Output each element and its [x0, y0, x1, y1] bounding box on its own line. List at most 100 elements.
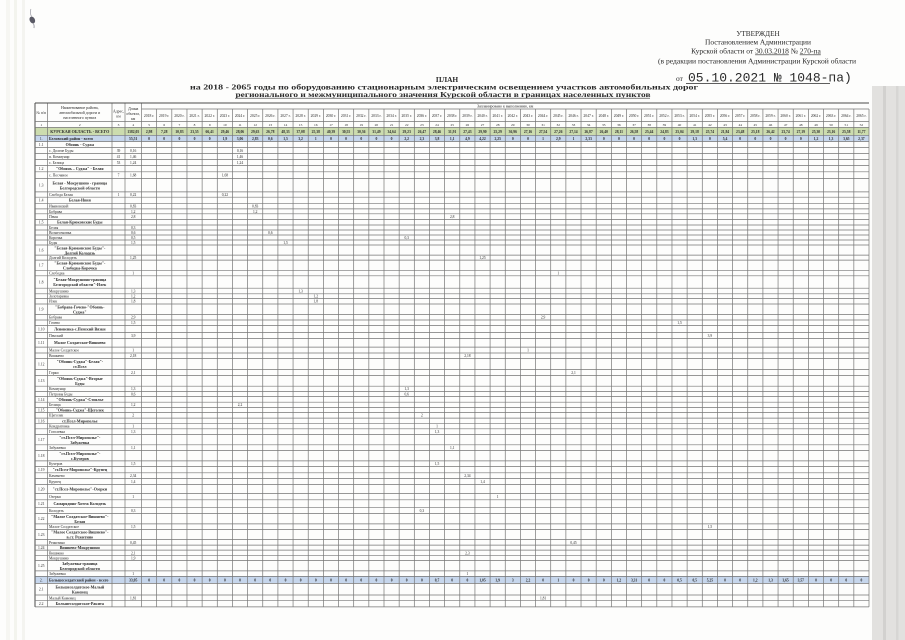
svg-text:2065 г.: 2065 г.	[856, 114, 866, 118]
svg-text:0: 0	[648, 578, 650, 582]
svg-text:40: 40	[678, 123, 682, 127]
svg-text:2,1: 2,1	[131, 551, 136, 556]
svg-text:13: 13	[269, 123, 273, 127]
svg-text:Вишнево: Вишнево	[49, 354, 64, 358]
svg-text:29,23: 29,23	[403, 130, 411, 134]
svg-text:2063 г.: 2063 г.	[826, 114, 836, 118]
svg-text:1.21: 1.21	[38, 502, 45, 506]
svg-text:"ст.Псел-Мирополье"-Озерки: "ст.Псел-Мирополье"-Озерки	[53, 486, 108, 491]
svg-text:2,2: 2,2	[404, 137, 409, 141]
svg-text:1,2: 1,2	[617, 578, 622, 582]
svg-text:2059 г.: 2059 г.	[765, 114, 775, 118]
svg-text:1.13: 1.13	[38, 379, 45, 383]
svg-text:2,1: 2,1	[571, 371, 576, 376]
svg-text:0: 0	[194, 137, 196, 141]
svg-text:Вишнево-Мокрушино: Вишнево-Мокрушино	[60, 545, 100, 550]
svg-text:0: 0	[739, 578, 741, 582]
svg-text:0: 0	[209, 137, 211, 141]
svg-text:1,1: 1,1	[450, 446, 455, 451]
svg-text:0,83: 0,83	[130, 205, 136, 210]
svg-text:2038 г.: 2038 г.	[447, 114, 457, 118]
svg-text:2,25: 2,25	[494, 137, 501, 141]
svg-text:1.7: 1.7	[39, 264, 44, 268]
svg-text:1,2: 1,2	[131, 403, 136, 408]
svg-text:1,05: 1,05	[479, 578, 485, 582]
svg-text:2054 г.: 2054 г.	[690, 114, 700, 118]
svg-text:27: 27	[481, 123, 485, 127]
svg-text:1,5: 1,5	[131, 525, 136, 530]
svg-text:0,3: 0,3	[420, 509, 425, 514]
svg-text:5,25: 5,25	[707, 578, 713, 582]
svg-text:10,83: 10,83	[175, 130, 183, 134]
svg-text:1,4: 1,4	[480, 480, 485, 485]
svg-text:1,2: 1,2	[131, 295, 136, 300]
svg-text:0,6: 0,6	[131, 392, 136, 397]
svg-text:48: 48	[799, 123, 803, 127]
svg-text:ст.Псел: ст.Псел	[73, 364, 87, 369]
svg-text:0: 0	[845, 578, 847, 582]
svg-text:0: 0	[618, 137, 620, 141]
svg-text:0,5: 0,5	[677, 578, 682, 582]
svg-text:1.14: 1.14	[38, 398, 45, 402]
svg-text:2018 г.: 2018 г.	[144, 114, 154, 118]
svg-text:1: 1	[573, 137, 575, 141]
svg-text:35: 35	[602, 123, 606, 127]
svg-text:1,5: 1,5	[283, 137, 288, 141]
svg-text:33,05: 33,05	[129, 578, 137, 582]
svg-text:2,9: 2,9	[541, 316, 546, 321]
svg-text:1,24: 1,24	[130, 161, 136, 166]
svg-text:0: 0	[603, 578, 605, 582]
svg-text:"Малое Солдатское-Вишнево"-: "Малое Солдатское-Вишнево"-	[51, 514, 109, 519]
svg-text:0: 0	[648, 137, 650, 141]
svg-text:2042 г.: 2042 г.	[508, 114, 518, 118]
svg-text:33: 33	[572, 123, 576, 127]
svg-text:1,5: 1,5	[435, 462, 440, 467]
svg-text:2.2: 2.2	[39, 602, 44, 606]
svg-text:0: 0	[527, 137, 529, 141]
svg-text:1,81: 1,81	[540, 596, 546, 601]
svg-text:2058 г.: 2058 г.	[750, 114, 760, 118]
svg-text:0,45: 0,45	[130, 541, 136, 546]
svg-text:2: 2	[421, 414, 423, 418]
svg-text:2025 г.: 2025 г.	[250, 114, 260, 118]
svg-text:Буды: Буды	[49, 241, 58, 245]
svg-text:1.20: 1.20	[38, 487, 45, 491]
svg-text:0,6: 0,6	[131, 231, 136, 236]
svg-text:2036 г.: 2036 г.	[417, 114, 427, 118]
svg-text:Долгий Колодезь: Долгий Колодезь	[49, 256, 77, 260]
svg-text:0: 0	[179, 578, 181, 582]
svg-text:"Обоянь – Суджа" - Белая: "Обоянь – Суджа" - Белая	[56, 166, 104, 171]
svg-text:16: 16	[314, 123, 318, 127]
svg-text:2,34: 2,34	[464, 474, 470, 479]
svg-text:2048 г.: 2048 г.	[599, 114, 609, 118]
svg-text:"ст.Псел-Мирополье"-: "ст.Псел-Мирополье"-	[59, 435, 101, 440]
svg-text:1,2: 1,2	[314, 295, 319, 300]
svg-text:0,6: 0,6	[268, 137, 273, 141]
svg-text:1,2: 1,2	[814, 137, 819, 141]
svg-text:45: 45	[754, 123, 758, 127]
svg-text:30,55: 30,55	[342, 130, 350, 134]
svg-text:0,5: 0,5	[131, 236, 136, 241]
svg-text:2033 г.: 2033 г.	[371, 114, 381, 118]
svg-text:0: 0	[512, 137, 514, 141]
svg-text:с. Белица: с. Белица	[49, 161, 64, 165]
svg-text:34: 34	[587, 123, 591, 127]
svg-text:регионального и межмуниципальн: регионального и межмуниципального значен…	[236, 91, 651, 99]
svg-text:Бобрава: Бобрава	[49, 210, 62, 214]
svg-text:0: 0	[679, 137, 681, 141]
svg-text:26,58: 26,58	[630, 130, 638, 134]
svg-text:22: 22	[405, 123, 409, 127]
svg-text:40,39: 40,39	[327, 130, 335, 134]
svg-text:31,91: 31,91	[448, 130, 456, 134]
svg-text:Белая - Мокрушино - граница: Белая - Мокрушино - граница	[52, 180, 107, 185]
svg-text:0: 0	[163, 137, 165, 141]
svg-text:1,8: 1,8	[314, 300, 319, 305]
svg-text:0: 0	[815, 578, 817, 582]
svg-text:9: 9	[209, 123, 211, 127]
svg-text:0: 0	[542, 578, 544, 582]
svg-text:1,3: 1,3	[131, 387, 136, 392]
svg-text:УТВЕРЖДЕН: УТВЕРЖДЕН	[736, 30, 779, 38]
svg-text:26: 26	[466, 123, 470, 127]
svg-text:1: 1	[132, 495, 134, 499]
svg-text:Белгородской области"-Илек: Белгородской области"-Илек	[53, 282, 107, 287]
